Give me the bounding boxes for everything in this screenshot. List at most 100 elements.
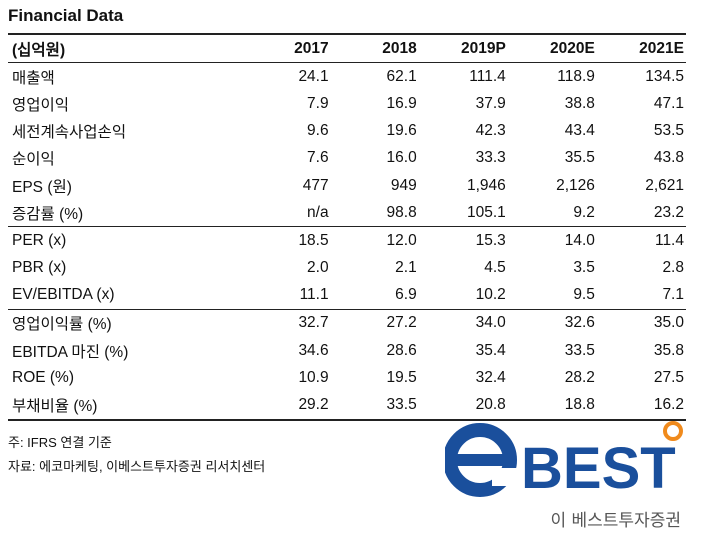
row-value: 62.1 bbox=[386, 67, 417, 85]
row-value: 11.1 bbox=[299, 286, 329, 304]
row-value: 19.6 bbox=[386, 122, 417, 140]
row-value: 53.5 bbox=[653, 122, 684, 140]
row-value: 27.2 bbox=[386, 314, 417, 332]
table-row: 영업이익률 (%) 32.7 27.2 34.0 32.6 35.0 bbox=[8, 309, 686, 337]
row-value: 16.9 bbox=[386, 94, 417, 112]
row-value: 949 bbox=[390, 176, 417, 194]
row-value: 118.9 bbox=[557, 67, 595, 85]
footnote-source: 자료: 에코마케팅, 이베스트투자증권 리서치센터 bbox=[8, 459, 266, 474]
table-row: 세전계속사업손익 9.6 19.6 42.3 43.4 53.5 bbox=[8, 118, 686, 145]
table-row: EV/EBITDA (x) 11.1 6.9 10.2 9.5 7.1 bbox=[8, 282, 686, 310]
table-row: 영업이익 7.9 16.9 37.9 38.8 47.1 bbox=[8, 90, 686, 117]
row-value: 15.3 bbox=[475, 231, 506, 249]
row-value: 12.0 bbox=[386, 231, 417, 249]
table-row: 증감률 (%) n/a 98.8 105.1 9.2 23.2 bbox=[8, 199, 686, 227]
row-label: 부채비율 (%) bbox=[12, 398, 98, 416]
row-value: 33.5 bbox=[386, 396, 417, 414]
header-2018: 2018 bbox=[382, 39, 417, 57]
row-value: 16.0 bbox=[386, 149, 417, 167]
table-row: 순이익 7.6 16.0 33.3 35.5 43.8 bbox=[8, 145, 686, 172]
row-value: 42.3 bbox=[475, 122, 506, 140]
row-value: 35.0 bbox=[653, 314, 684, 332]
row-value: 32.7 bbox=[298, 314, 329, 332]
table-row: EPS (원) 477 949 1,946 2,126 2,621 bbox=[8, 172, 686, 199]
row-value: 29.2 bbox=[298, 396, 329, 414]
logo-wordmark: BEST bbox=[521, 436, 676, 501]
row-value: 18.5 bbox=[298, 231, 329, 249]
header-2017: 2017 bbox=[294, 39, 329, 57]
row-value: 47.1 bbox=[653, 94, 684, 112]
row-value: 10.2 bbox=[475, 286, 506, 304]
table-row: ROE (%) 10.9 19.5 32.4 28.2 27.5 bbox=[8, 364, 686, 391]
row-value: 134.5 bbox=[645, 67, 684, 85]
row-value: 7.6 bbox=[307, 149, 329, 167]
row-value: 3.5 bbox=[573, 259, 595, 277]
row-value: 477 bbox=[302, 176, 329, 194]
row-label: ROE (%) bbox=[12, 368, 74, 386]
row-value: 9.2 bbox=[573, 203, 595, 221]
row-value: 2,126 bbox=[556, 176, 595, 194]
logo-subtitle: 이 베스트투자증권 bbox=[550, 511, 681, 531]
row-value: 32.6 bbox=[564, 314, 595, 332]
row-value: 32.4 bbox=[475, 368, 506, 386]
table-row: PBR (x) 2.0 2.1 4.5 3.5 2.8 bbox=[8, 255, 686, 282]
row-value: 2,621 bbox=[645, 176, 684, 194]
row-value: 43.4 bbox=[564, 122, 595, 140]
row-value: 7.1 bbox=[662, 286, 684, 304]
row-value: 18.8 bbox=[564, 396, 595, 414]
header-unit: (십억원) bbox=[12, 41, 66, 59]
row-label: 세전계속사업손익 bbox=[12, 124, 127, 142]
row-value: 2.8 bbox=[662, 259, 684, 277]
row-label: 순이익 bbox=[12, 151, 55, 169]
header-2021e: 2021E bbox=[639, 39, 684, 57]
row-value: 9.5 bbox=[573, 286, 595, 304]
table-header-row: (십억원) 2017 2018 2019P 2020E 2021E bbox=[8, 34, 686, 63]
row-value: 16.2 bbox=[653, 396, 684, 414]
row-label: 증감률 (%) bbox=[12, 205, 84, 223]
header-2020e: 2020E bbox=[550, 39, 595, 57]
row-value: 98.8 bbox=[386, 203, 417, 221]
ebest-e-mark bbox=[445, 423, 520, 497]
row-label: EPS (원) bbox=[12, 178, 72, 196]
row-value: 35.8 bbox=[653, 341, 684, 359]
row-value: 28.2 bbox=[564, 368, 595, 386]
table-row: EBITDA 마진 (%) 34.6 28.6 35.4 33.5 35.8 bbox=[8, 337, 686, 364]
row-value: 24.1 bbox=[298, 67, 329, 85]
row-value: 28.6 bbox=[386, 341, 417, 359]
footnote-basis: 주: IFRS 연결 기준 bbox=[8, 435, 112, 450]
row-value: 14.0 bbox=[564, 231, 595, 249]
row-value: 9.6 bbox=[307, 122, 329, 140]
row-value: 7.9 bbox=[307, 94, 329, 112]
header-2019p: 2019P bbox=[460, 39, 506, 57]
financial-data-table: (십억원) 2017 2018 2019P 2020E 2021E 매출액 24.… bbox=[8, 33, 686, 421]
row-value: 111.4 bbox=[469, 67, 506, 85]
row-value: n/a bbox=[307, 203, 329, 221]
logo-accent-dot bbox=[663, 421, 683, 441]
row-label: 매출액 bbox=[12, 69, 55, 87]
row-value: 11.4 bbox=[654, 231, 684, 249]
row-value: 33.5 bbox=[564, 341, 595, 359]
row-value: 35.4 bbox=[475, 341, 506, 359]
row-value: 34.6 bbox=[298, 341, 329, 359]
row-value: 4.5 bbox=[484, 259, 506, 277]
row-value: 105.1 bbox=[467, 203, 506, 221]
row-value: 2.0 bbox=[307, 259, 329, 277]
row-value: 10.9 bbox=[298, 368, 329, 386]
row-value: 35.5 bbox=[564, 149, 595, 167]
row-value: 37.9 bbox=[475, 94, 506, 112]
row-label: EV/EBITDA (x) bbox=[12, 286, 115, 304]
row-value: 1,946 bbox=[467, 176, 506, 194]
row-label: 영업이익 bbox=[12, 96, 70, 114]
row-value: 43.8 bbox=[653, 149, 684, 167]
row-label: PBR (x) bbox=[12, 259, 67, 277]
table-row: 매출액 24.1 62.1 111.4 118.9 134.5 bbox=[8, 63, 686, 91]
row-value: 34.0 bbox=[475, 314, 506, 332]
row-label: 영업이익률 (%) bbox=[12, 316, 112, 334]
table-row: PER (x) 18.5 12.0 15.3 14.0 11.4 bbox=[8, 226, 686, 255]
row-value: 6.9 bbox=[395, 286, 417, 304]
row-value: 33.3 bbox=[475, 149, 506, 167]
page-title: Financial Data bbox=[8, 6, 124, 25]
row-value: 2.1 bbox=[395, 259, 417, 277]
ebest-logo: BEST 이 베스트투자증권 bbox=[445, 421, 683, 531]
row-value: 20.8 bbox=[475, 396, 506, 414]
